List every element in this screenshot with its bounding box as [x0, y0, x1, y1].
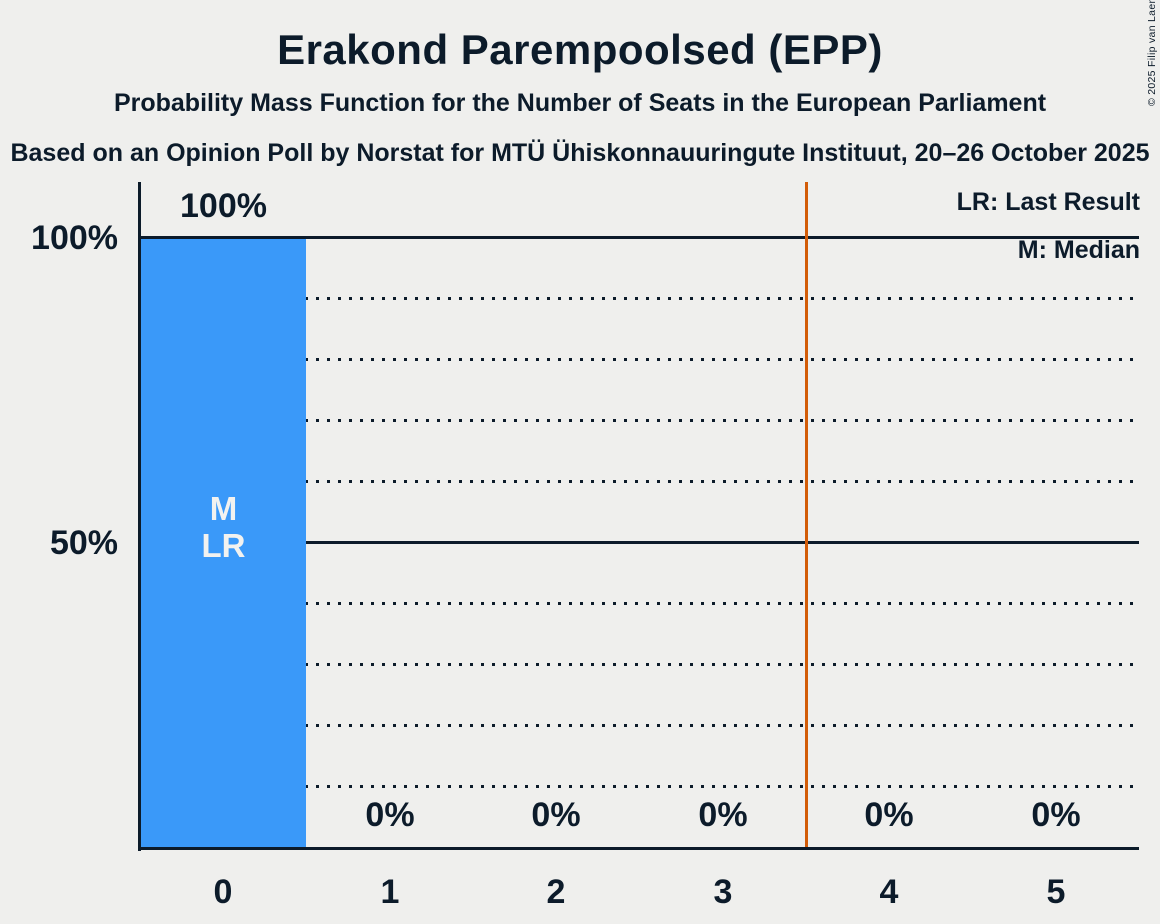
gridline-80pct [140, 358, 1139, 361]
gridline-90pct [140, 297, 1139, 300]
chart-title: Erakond Parempoolsed (EPP) [277, 26, 883, 73]
gridline-40pct [140, 602, 1139, 605]
gridline-100pct [140, 236, 1139, 239]
x-axis-tick-0: 0 [213, 873, 233, 911]
x-axis-tick-5: 5 [1046, 873, 1066, 911]
last-result-vertical-line [805, 182, 808, 847]
x-axis-tick-1: 1 [380, 873, 400, 911]
gridline-70pct [140, 419, 1139, 422]
y-axis-tick-50: 50% [49, 524, 118, 562]
gridline-10pct [140, 785, 1139, 788]
bar-value-label-3: 0% [698, 796, 748, 834]
bar-value-label-5: 0% [1031, 796, 1081, 834]
bar-value-label-0: 100% [180, 187, 267, 225]
y-axis-line [138, 182, 141, 851]
chart-subtitle: Probability Mass Function for the Number… [113, 89, 1047, 117]
legend-last-result: LR: Last Result [956, 188, 1140, 216]
y-axis-tick-100: 100% [31, 219, 118, 257]
bar-seats-0: M LR [141, 239, 306, 847]
copyright-notice: © 2025 Filip van Laenen [1146, 0, 1158, 106]
legend-median: M: Median [1017, 236, 1140, 264]
x-axis-tick-3: 3 [713, 873, 733, 911]
bar-value-label-2: 0% [531, 796, 581, 834]
median-marker-label: M [209, 490, 238, 527]
bar-value-label-4: 0% [864, 796, 914, 834]
chart-source-line: Based on an Opinion Poll by Norstat for … [10, 139, 1150, 167]
last-result-marker-label: LR [201, 527, 246, 564]
x-axis-tick-4: 4 [879, 873, 899, 911]
gridline-20pct [140, 724, 1139, 727]
gridline-30pct [140, 663, 1139, 666]
bar-value-label-1: 0% [365, 796, 415, 834]
gridline-50pct [140, 541, 1139, 544]
x-axis-tick-2: 2 [546, 873, 566, 911]
gridline-60pct [140, 480, 1139, 483]
bar-annotations: M LR [141, 490, 306, 564]
x-axis-line [138, 847, 1139, 850]
